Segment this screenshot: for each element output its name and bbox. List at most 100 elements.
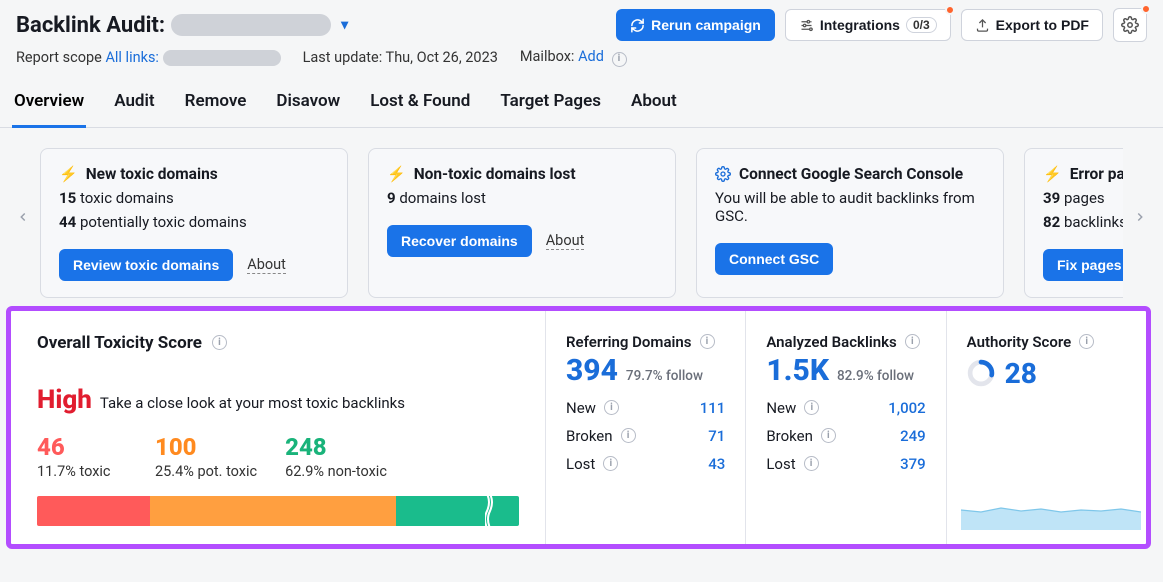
stat-value[interactable]: 379 — [900, 455, 926, 473]
tab-target-pages[interactable]: Target Pages — [498, 83, 603, 127]
card-cta-button[interactable]: Fix pages — [1043, 249, 1123, 281]
toxic-count: 46 11.7% toxic — [37, 433, 127, 480]
info-card: ⚡Error pages39 pages82 backlinksFix page… — [1024, 148, 1123, 298]
toxicity-segment — [150, 496, 396, 526]
analyzed-backlinks-block: Analyzed Backlinks i 1.5K 82.9% follow N… — [745, 311, 945, 544]
card-cta-button[interactable]: Recover domains — [387, 225, 532, 257]
info-icon[interactable]: i — [604, 400, 619, 415]
upload-icon — [975, 18, 990, 33]
report-scope: Report scope All links: — [16, 49, 281, 66]
about-link[interactable]: About — [546, 232, 585, 250]
carousel-next[interactable] — [1125, 202, 1155, 232]
bar-truncation-marker — [485, 496, 493, 526]
card-title: Non-toxic domains lost — [414, 165, 576, 183]
info-icon[interactable]: i — [700, 334, 715, 349]
settings-button[interactable] — [1113, 8, 1147, 42]
info-icon[interactable]: i — [603, 456, 618, 471]
tabs: Overview Audit Remove Disavow Lost & Found Ta… — [0, 79, 1163, 128]
card-title: Error pages — [1070, 165, 1123, 183]
referring-domains-block: Referring Domains i 394 79.7% follow New… — [546, 311, 745, 544]
toxicity-title: Overall Toxicity Score — [37, 333, 202, 353]
info-icon[interactable]: i — [804, 456, 819, 471]
sliders-icon — [799, 18, 814, 33]
card-cta-button[interactable]: Review toxic domains — [59, 249, 233, 281]
card-line: 82 backlinks — [1043, 213, 1123, 231]
scope-value-redacted — [163, 50, 281, 66]
toxicity-msg: Take a close look at your most toxic bac… — [100, 394, 405, 412]
toxicity-bar — [37, 496, 519, 526]
notification-dot — [1141, 4, 1151, 14]
stat-label: New — [766, 399, 796, 417]
card-line: 15 toxic domains — [59, 189, 329, 207]
ref-domains-value[interactable]: 394 — [566, 353, 618, 388]
backlinks-pct: 82.9% follow — [837, 368, 914, 384]
tab-disavow[interactable]: Disavow — [274, 83, 342, 127]
stat-value[interactable]: 43 — [708, 455, 725, 473]
info-card: ⚡ Non-toxic domains lost 9 domains lost Rec… — [368, 148, 676, 298]
stat-label: Broken — [566, 427, 613, 445]
stat-row: Brokeni 71 — [566, 422, 725, 450]
cards-row: ⚡ New toxic domains 15 toxic domains 44 pot… — [40, 148, 1123, 298]
refresh-icon — [630, 18, 645, 33]
backlinks-value[interactable]: 1.5K — [766, 353, 829, 388]
toxicity-segment — [37, 496, 150, 526]
bolt-icon: ⚡ — [387, 165, 406, 183]
info-icon[interactable]: i — [905, 334, 920, 349]
tab-lost-found[interactable]: Lost & Found — [368, 83, 472, 127]
mailbox: Mailbox: Add i — [520, 48, 627, 67]
rerun-campaign-button[interactable]: Rerun campaign — [616, 9, 775, 41]
stat-value[interactable]: 249 — [900, 427, 926, 445]
info-icon[interactable]: i — [621, 428, 636, 443]
mailbox-add-link[interactable]: Add — [578, 48, 604, 65]
card-cta-button[interactable]: Connect GSC — [715, 243, 833, 275]
tab-audit[interactable]: Audit — [112, 83, 156, 127]
authority-sparkline — [961, 500, 1141, 530]
integrations-count: 0/3 — [906, 17, 937, 33]
tab-about[interactable]: About — [629, 83, 679, 127]
info-icon[interactable]: i — [612, 52, 627, 67]
toxicity-column: Overall Toxicity Score i High Take a clo… — [11, 311, 546, 544]
info-icon[interactable]: i — [804, 400, 819, 415]
stat-label: Broken — [766, 427, 813, 445]
stat-value[interactable]: 1,002 — [888, 399, 925, 417]
scope-link[interactable]: All links: — [105, 49, 159, 66]
info-icon[interactable]: i — [1079, 334, 1094, 349]
integrations-button[interactable]: Integrations 0/3 — [785, 9, 951, 41]
last-update: Last update: Thu, Oct 26, 2023 — [303, 49, 498, 66]
tab-overview[interactable]: Overview — [12, 83, 86, 128]
stat-value[interactable]: 111 — [700, 399, 726, 417]
card-line: 39 pages — [1043, 189, 1123, 207]
card-line: 9 domains lost — [387, 189, 657, 207]
info-icon[interactable]: i — [821, 428, 836, 443]
card-line: 44 potentially toxic domains — [59, 213, 329, 231]
project-dropdown[interactable]: ▾ — [341, 17, 348, 33]
info-icon[interactable]: i — [212, 335, 227, 350]
page-title: Backlink Audit: ▾ — [16, 13, 348, 38]
export-pdf-button[interactable]: Export to PDF — [961, 9, 1103, 41]
chevron-left-icon — [16, 206, 30, 228]
stat-row: Brokeni 249 — [766, 422, 925, 450]
toxicity-segment — [396, 496, 519, 526]
authority-value[interactable]: 28 — [1005, 357, 1037, 390]
title-prefix: Backlink Audit: — [16, 13, 165, 38]
card-title: New toxic domains — [86, 165, 218, 183]
card-title: Connect Google Search Console — [739, 165, 963, 183]
notification-dot — [945, 5, 955, 15]
nontoxic-count: 248 62.9% non-toxic — [285, 433, 387, 480]
overview-panel: Overall Toxicity Score i High Take a clo… — [6, 306, 1151, 549]
stat-label: Lost — [566, 455, 595, 473]
card-line: You will be able to audit backlinks from… — [715, 189, 985, 225]
bolt-icon: ⚡ — [59, 165, 78, 183]
tab-remove[interactable]: Remove — [183, 83, 249, 127]
authority-ring-icon — [967, 359, 995, 387]
stat-label: New — [566, 399, 596, 417]
stat-value[interactable]: 71 — [708, 427, 725, 445]
info-card: Connect Google Search Console You will be… — [696, 148, 1004, 298]
about-link[interactable]: About — [247, 256, 286, 274]
info-card: ⚡ New toxic domains 15 toxic domains 44 pot… — [40, 148, 348, 298]
carousel-prev[interactable] — [8, 202, 38, 232]
stat-row: Newi 1,002 — [766, 394, 925, 422]
ref-domains-pct: 79.7% follow — [626, 368, 703, 384]
project-name-redacted — [171, 14, 331, 36]
authority-score-block: Authority Score i 28 — [946, 311, 1146, 544]
